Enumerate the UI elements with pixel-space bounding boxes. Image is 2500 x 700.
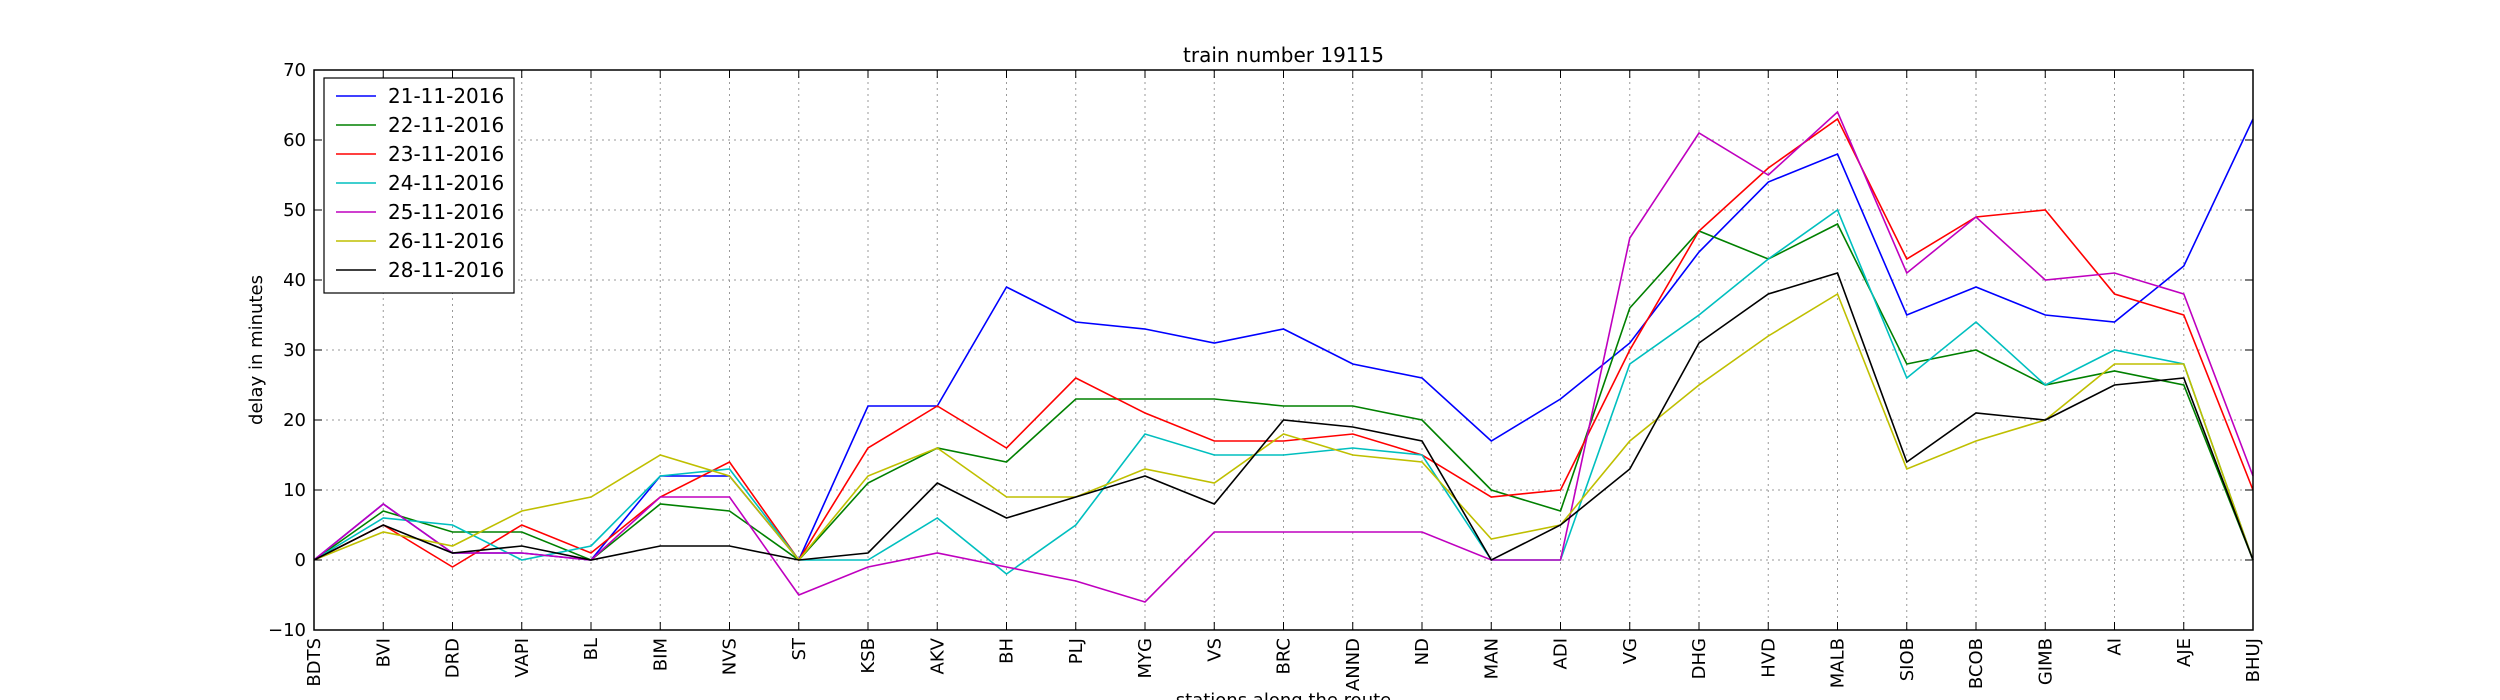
- x-tick-label: DHG: [1689, 638, 1710, 679]
- chart-title: train number 19115: [1183, 43, 1384, 67]
- y-tick-label: 10: [283, 480, 306, 501]
- x-tick-label: BL: [581, 638, 602, 660]
- legend-label: 25-11-2016: [388, 200, 504, 224]
- series-line-7: [313, 272, 2254, 562]
- x-tick-label: VAPI: [512, 638, 533, 678]
- x-tick-label: ANND: [1343, 638, 1364, 691]
- x-tick-label: AJE: [2174, 638, 2195, 667]
- y-tick-label: 20: [283, 410, 306, 431]
- x-tick-label: SIOB: [1897, 638, 1918, 681]
- x-tick-label: AKV: [927, 637, 948, 674]
- series-line-4: [313, 208, 2254, 576]
- x-tick-label: BRC: [1274, 638, 1295, 675]
- x-tick-label: AI: [2105, 638, 2126, 656]
- series-lines: [313, 110, 2254, 603]
- x-tick-label: BDTS: [304, 638, 325, 687]
- y-tick-label: 0: [295, 550, 306, 571]
- x-tick-label: ST: [789, 637, 810, 660]
- series-line-6: [313, 292, 2254, 562]
- series-line-1: [313, 118, 2254, 562]
- x-tick-label: BHUJ: [2243, 638, 2264, 682]
- series-line-3: [313, 117, 2254, 568]
- x-tick-label: HVD: [1758, 638, 1779, 678]
- y-tick-label: 40: [283, 270, 306, 291]
- x-tick-label: VG: [1620, 638, 1641, 664]
- x-tick-label: BVI: [373, 638, 394, 667]
- legend-label: 21-11-2016: [388, 84, 504, 108]
- legend-label: 24-11-2016: [388, 171, 504, 195]
- y-tick-label: 70: [283, 60, 306, 81]
- y-tick-label: 50: [283, 200, 306, 221]
- y-tick-label: 60: [283, 130, 306, 151]
- legend-label: 22-11-2016: [388, 113, 504, 137]
- x-tick-label: KSB: [858, 638, 879, 674]
- x-axis-ticks: BDTS BVI DRD VAPI BL BIM NVS ST KSB AKV BH PLJ MYG VS…: [304, 70, 2264, 691]
- y-axis-label: delay in minutes: [246, 275, 267, 425]
- series-line-5: [313, 110, 2254, 603]
- x-tick-label: NVS: [720, 638, 741, 675]
- x-tick-label: VS: [1204, 638, 1225, 662]
- x-tick-label: ADI: [1551, 638, 1572, 669]
- x-tick-label: MAN: [1481, 638, 1502, 679]
- x-tick-label: MYG: [1135, 638, 1156, 678]
- x-tick-label: BH: [997, 638, 1018, 664]
- x-tick-label: BIM: [650, 638, 671, 671]
- x-tick-label: BCOB: [1966, 638, 1987, 689]
- legend-label: 23-11-2016: [388, 142, 504, 166]
- x-tick-label: ND: [1412, 638, 1433, 665]
- legend-label: 28-11-2016: [388, 258, 504, 282]
- x-tick-label: PLJ: [1066, 638, 1087, 664]
- x-tick-label: GIMB: [2035, 638, 2056, 685]
- legend-box: [323, 77, 515, 294]
- y-axis-ticks: −10 0 10 20 30 40 50 60 70: [268, 60, 2253, 641]
- y-tick-label: −10: [268, 620, 306, 641]
- legend: 21-11-2016 22-11-2016 23-11-2016 24-11-2016…: [323, 77, 515, 294]
- x-tick-label: MALB: [1828, 638, 1849, 688]
- y-tick-label: 30: [283, 340, 306, 361]
- x-axis-label: stations along the route: [1176, 690, 1391, 700]
- x-tick-label: DRD: [443, 638, 464, 678]
- legend-label: 26-11-2016: [388, 229, 504, 253]
